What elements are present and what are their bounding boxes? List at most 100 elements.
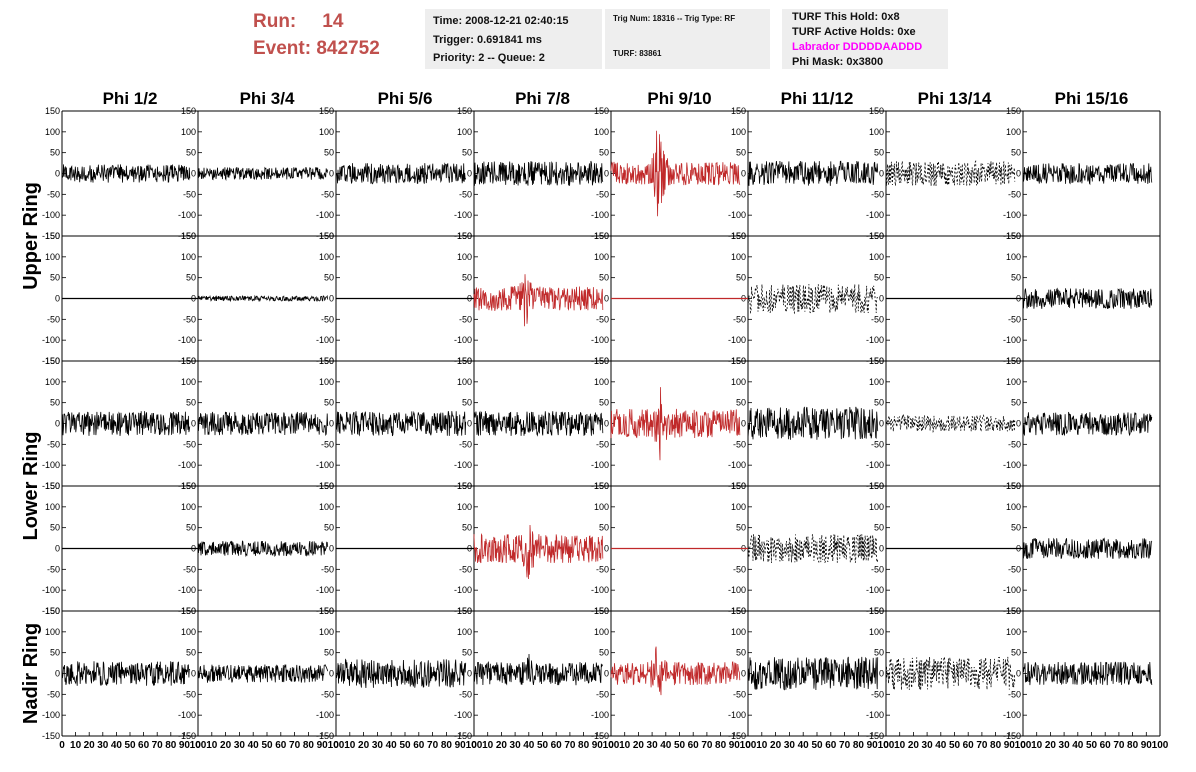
waveform-trace	[747, 656, 879, 691]
y-tick-label: -50	[733, 189, 746, 199]
y-tick-label: 100	[45, 502, 60, 512]
y-tick-label: -100	[42, 335, 60, 345]
x-tick-label: 0	[608, 740, 614, 751]
y-tick-label: 100	[1006, 627, 1021, 637]
x-tick-label: 0	[1020, 740, 1026, 751]
turf-this-hold-text: TURF This Hold: 0x8	[792, 11, 900, 23]
column-header: Phi 13/14	[918, 89, 992, 108]
y-tick-label: -150	[42, 356, 60, 366]
waveform-trace	[1022, 411, 1153, 437]
y-tick-label: -150	[1003, 731, 1021, 741]
waveform-trace	[747, 284, 878, 315]
y-tick-label: -50	[459, 314, 472, 324]
x-tick-label: 60	[1100, 740, 1112, 751]
x-tick-label: 80	[165, 740, 177, 751]
y-tick-label: 150	[869, 356, 884, 366]
y-tick-label: -50	[183, 564, 196, 574]
y-tick-label: -100	[316, 335, 334, 345]
x-tick-label: 70	[564, 740, 576, 751]
x-tick-label: 100	[1152, 740, 1169, 751]
y-tick-label: 100	[457, 377, 472, 387]
y-tick-label: 50	[874, 273, 884, 283]
waveform-trace	[610, 646, 741, 696]
y-tick-label: -100	[454, 585, 472, 595]
y-tick-label: -50	[596, 314, 609, 324]
y-tick-label: 50	[599, 648, 609, 658]
y-tick-label: 100	[319, 377, 334, 387]
y-tick-label: -150	[42, 606, 60, 616]
y-tick-label: -50	[183, 189, 196, 199]
y-tick-label: 100	[181, 252, 196, 262]
x-tick-label: 20	[358, 740, 370, 751]
x-tick-label: 30	[1059, 740, 1071, 751]
waveform-trace	[885, 414, 1016, 433]
y-tick-label: 50	[462, 273, 472, 283]
y-tick-label: -50	[459, 564, 472, 574]
x-tick-label: 70	[289, 740, 301, 751]
y-tick-label: -150	[178, 606, 196, 616]
y-tick-label: -150	[454, 231, 472, 241]
y-tick-label: 50	[324, 148, 334, 158]
y-tick-label: 100	[319, 252, 334, 262]
y-tick-label: 150	[319, 231, 334, 241]
y-tick-label: 50	[186, 273, 196, 283]
waveform-trace	[1022, 287, 1153, 310]
y-tick-label: -50	[47, 689, 60, 699]
y-tick-label: 100	[731, 502, 746, 512]
y-tick-label: 50	[50, 648, 60, 658]
y-tick-label: -150	[316, 731, 334, 741]
y-tick-label: -150	[728, 481, 746, 491]
y-tick-label: 100	[1006, 377, 1021, 387]
y-tick-label: 150	[731, 481, 746, 491]
waveform-trace	[61, 661, 191, 686]
column-header: Phi 3/4	[240, 89, 295, 108]
y-tick-label: 150	[594, 231, 609, 241]
y-tick-label: 50	[1011, 523, 1021, 533]
y-tick-label: -100	[866, 335, 884, 345]
y-tick-label: 50	[874, 148, 884, 158]
column-header: Phi 7/8	[515, 89, 570, 108]
x-tick-label: 30	[647, 740, 659, 751]
y-tick-label: 100	[457, 127, 472, 137]
x-tick-label: 20	[84, 740, 96, 751]
y-tick-label: 50	[736, 398, 746, 408]
y-tick-label: -50	[321, 314, 334, 324]
waveform-trace	[335, 410, 467, 437]
y-tick-label: -150	[591, 231, 609, 241]
x-tick-label: 30	[922, 740, 934, 751]
x-tick-label: 40	[111, 740, 123, 751]
x-tick-label: 0	[59, 740, 65, 751]
y-tick-label: 0	[329, 294, 334, 304]
row-group-label: Nadir Ring	[20, 623, 42, 724]
y-tick-label: 0	[55, 294, 60, 304]
y-tick-label: 50	[599, 273, 609, 283]
y-tick-label: 0	[467, 419, 472, 429]
y-tick-label: 50	[736, 273, 746, 283]
y-tick-label: 50	[462, 523, 472, 533]
y-tick-label: 100	[1006, 502, 1021, 512]
waveform-trace	[335, 162, 467, 185]
y-tick-label: 100	[869, 127, 884, 137]
x-tick-label: 90	[1004, 740, 1016, 751]
turf-hold-panel: TURF This Hold: 0x8 TURF Active Holds: 0…	[782, 9, 948, 69]
y-tick-label: 0	[467, 669, 472, 679]
y-tick-label: 150	[869, 231, 884, 241]
x-tick-label: 80	[715, 740, 727, 751]
y-tick-label: 150	[731, 356, 746, 366]
x-tick-label: 60	[825, 740, 837, 751]
y-tick-label: -50	[1008, 564, 1021, 574]
y-tick-label: -150	[454, 356, 472, 366]
run-event-box: Run: 14 Event: 842752	[253, 8, 413, 62]
y-tick-label: -150	[591, 481, 609, 491]
x-tick-label: 70	[839, 740, 851, 751]
x-tick-label: 80	[990, 740, 1002, 751]
y-tick-label: 150	[1006, 606, 1021, 616]
y-tick-label: 150	[594, 356, 609, 366]
waveform-trace	[197, 411, 329, 436]
x-tick-label: 40	[248, 740, 260, 751]
y-tick-label: 150	[457, 231, 472, 241]
waveform-trace	[335, 658, 467, 689]
y-tick-label: -150	[42, 731, 60, 741]
x-tick-label: 70	[1113, 740, 1125, 751]
y-tick-label: -50	[871, 439, 884, 449]
